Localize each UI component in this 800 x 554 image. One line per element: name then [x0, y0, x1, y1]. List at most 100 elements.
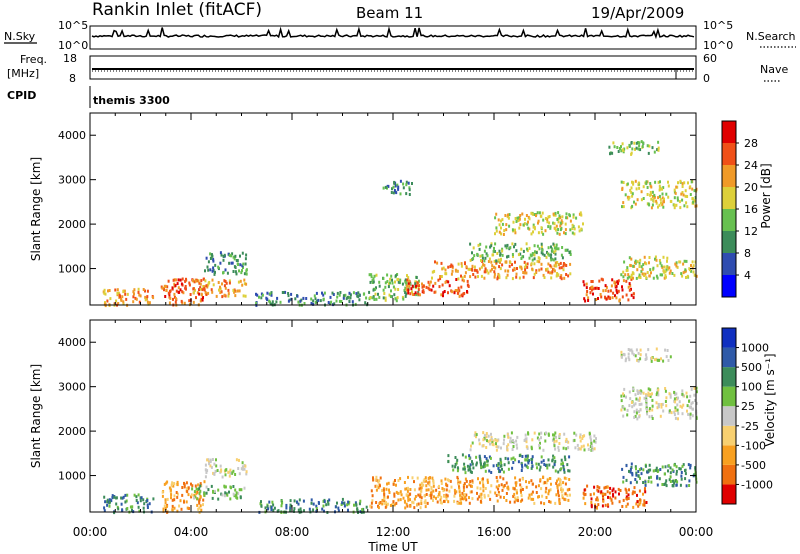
- heatmap-cell: [615, 284, 618, 288]
- heatmap-cell: [657, 196, 660, 200]
- heatmap-cell: [511, 242, 514, 246]
- heatmap-cell: [555, 243, 558, 247]
- y-tick-label: 4000: [58, 129, 86, 142]
- heatmap-cell: [403, 289, 406, 292]
- heatmap-cell: [530, 492, 533, 496]
- heatmap-cell: [199, 282, 202, 286]
- heatmap-cell: [483, 493, 486, 497]
- heatmap-cell: [517, 460, 520, 464]
- heatmap-cell: [684, 477, 687, 481]
- heatmap-cell: [433, 495, 435, 499]
- heatmap-cell: [612, 487, 615, 491]
- colorbar-tick-label: 1000: [741, 342, 769, 355]
- heatmap-cell: [439, 275, 442, 278]
- heatmap-cell: [693, 393, 696, 397]
- heatmap-cell: [176, 495, 179, 499]
- heatmap-cell: [695, 386, 698, 390]
- heatmap-cell: [400, 493, 403, 497]
- heatmap-cell: [466, 464, 469, 468]
- heatmap-cell: [233, 257, 236, 261]
- heatmap-cell: [588, 433, 591, 436]
- heatmap-cell: [236, 262, 239, 266]
- heatmap-cell: [647, 348, 650, 352]
- heatmap-cell: [184, 285, 187, 288]
- heatmap-cell: [243, 467, 246, 471]
- heatmap-cell: [511, 228, 514, 232]
- heatmap-cell: [675, 472, 678, 476]
- heatmap-cell: [421, 285, 424, 289]
- heatmap-cell: [297, 508, 300, 512]
- heatmap-cell: [614, 490, 617, 494]
- heatmap-cell: [530, 262, 533, 266]
- heatmap-cell: [238, 269, 240, 273]
- heatmap-cell: [533, 226, 536, 229]
- heatmap-cell: [405, 183, 408, 187]
- heatmap-cell: [662, 255, 665, 259]
- heatmap-cell: [323, 291, 326, 295]
- heatmap-cell: [630, 466, 633, 469]
- heatmap-cell: [240, 488, 243, 492]
- heatmap-cell: [673, 463, 676, 467]
- heatmap-cell: [104, 301, 106, 305]
- heatmap-cell: [626, 266, 629, 270]
- heatmap-cell: [446, 478, 449, 482]
- heatmap-cell: [237, 280, 240, 284]
- heatmap-cell: [593, 439, 596, 443]
- heatmap-cell: [687, 412, 690, 416]
- heatmap-cell: [639, 501, 642, 505]
- heatmap-cell: [487, 440, 490, 444]
- heatmap-cell: [664, 274, 667, 278]
- heatmap-cell: [446, 484, 449, 488]
- heatmap-cell: [482, 477, 484, 481]
- heatmap-cell: [175, 289, 178, 293]
- heatmap-cell: [506, 273, 509, 277]
- heatmap-cell: [621, 288, 624, 292]
- heatmap-cell: [604, 492, 607, 496]
- heatmap-cell: [566, 493, 569, 497]
- heatmap-cell: [614, 496, 617, 500]
- heatmap-cell: [642, 185, 645, 189]
- heatmap-cell: [490, 432, 492, 436]
- heatmap-cell: [523, 265, 526, 269]
- heatmap-cell: [432, 484, 435, 488]
- heatmap-cell: [607, 495, 609, 499]
- heatmap-cell: [646, 186, 649, 189]
- heatmap-cell: [559, 261, 562, 265]
- heatmap-cell: [542, 218, 545, 222]
- heatmap-cell: [465, 479, 468, 483]
- heatmap-cell: [335, 299, 338, 303]
- heatmap-cell: [406, 274, 408, 278]
- heatmap-cell: [620, 353, 623, 357]
- heatmap-cell: [491, 267, 493, 271]
- heatmap-cell: [656, 148, 659, 152]
- heatmap-cell: [353, 503, 355, 507]
- heatmap-cell: [682, 193, 685, 197]
- heatmap-cell: [117, 507, 120, 511]
- heatmap-cell: [347, 508, 349, 512]
- heatmap-cell: [560, 458, 563, 462]
- power-heatmap: [102, 140, 698, 308]
- heatmap-cell: [653, 150, 656, 154]
- heatmap-cell: [480, 492, 483, 496]
- heatmap-cell: [212, 283, 215, 287]
- heatmap-cell: [521, 498, 524, 502]
- heatmap-cell: [424, 500, 427, 504]
- heatmap-cell: [582, 444, 585, 448]
- heatmap-cell: [553, 444, 556, 448]
- heatmap-cell: [639, 353, 642, 357]
- heatmap-cell: [390, 289, 392, 293]
- heatmap-cell: [421, 282, 423, 286]
- heatmap-cell: [260, 296, 263, 300]
- heatmap-cell: [632, 353, 635, 357]
- heatmap-cell: [552, 221, 555, 225]
- heatmap-cell: [485, 435, 488, 439]
- heatmap-cell: [445, 493, 448, 497]
- heatmap-cell: [652, 199, 655, 203]
- heatmap-cell: [560, 277, 563, 281]
- colorbar-segment: [722, 165, 736, 187]
- heatmap-cell: [634, 179, 637, 183]
- heatmap-cell: [440, 293, 443, 297]
- heatmap-cell: [497, 493, 500, 496]
- heatmap-cell: [337, 506, 340, 510]
- heatmap-cell: [626, 408, 629, 412]
